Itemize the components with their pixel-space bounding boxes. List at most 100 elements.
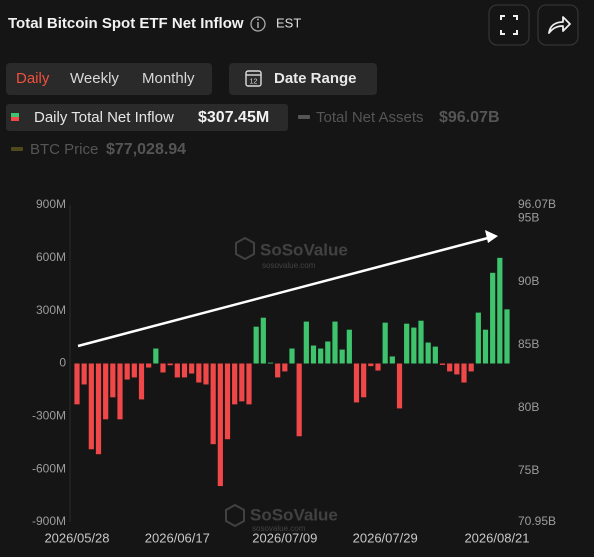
bar — [217, 363, 223, 487]
timezone[interactable]: EST — [276, 15, 301, 30]
bar — [95, 363, 102, 455]
bar — [382, 322, 388, 364]
bar — [461, 363, 467, 383]
bar — [124, 363, 130, 380]
tab[interactable]: Monthly — [142, 70, 195, 87]
y-tick-label: 600M — [36, 250, 66, 264]
bar — [325, 341, 331, 364]
bar — [81, 363, 87, 385]
bar — [368, 363, 374, 367]
bar — [361, 363, 367, 398]
legend-value: $307.45M — [198, 109, 269, 126]
bar — [260, 317, 266, 364]
tab-active[interactable]: Daily — [16, 70, 50, 87]
bar — [418, 320, 424, 364]
bar — [475, 312, 481, 364]
bar — [346, 329, 352, 364]
calendar-day: 12 — [250, 78, 258, 85]
watermark-url: sosovalue.com — [252, 524, 306, 533]
bar — [138, 363, 145, 400]
bar — [153, 348, 159, 364]
bar — [303, 321, 309, 364]
legend-label[interactable]: BTC Price — [30, 141, 98, 158]
tab-group — [6, 63, 212, 95]
bar — [296, 363, 302, 437]
bar — [246, 363, 252, 405]
bar — [425, 342, 431, 364]
bar — [210, 363, 216, 445]
y2-tick-label: 75B — [518, 463, 539, 477]
bar — [253, 326, 259, 364]
bar — [167, 363, 173, 366]
y2-tick-label: 70.95B — [518, 514, 556, 528]
legend-value: $96.07B — [439, 109, 500, 126]
y-tick-label: -600M — [32, 461, 66, 475]
bar — [490, 272, 496, 364]
y-tick-label: 900M — [36, 197, 66, 211]
bar — [267, 362, 274, 364]
y2-tick-label: 95B — [518, 211, 539, 225]
date-range-button[interactable]: 12 Date Range — [229, 63, 377, 95]
bar — [196, 363, 202, 383]
fullscreen-button[interactable] — [488, 4, 530, 46]
bar — [332, 321, 338, 364]
bar — [353, 363, 360, 403]
y-tick-label: 300M — [36, 303, 66, 317]
bar — [468, 363, 474, 372]
legend-swatch — [11, 117, 19, 121]
y2-tick-label: 85B — [518, 337, 539, 351]
bar — [282, 363, 288, 372]
bar — [439, 363, 446, 365]
bar — [447, 363, 453, 372]
bar — [389, 356, 395, 364]
share-button[interactable] — [537, 4, 579, 46]
legend-swatch — [11, 113, 19, 117]
bar — [189, 363, 195, 374]
bar — [110, 363, 116, 398]
bar — [74, 363, 80, 405]
bar — [239, 363, 245, 402]
y2-tick-label: 96.07B — [518, 197, 556, 211]
bar — [482, 329, 489, 364]
bar — [117, 363, 123, 420]
title: Total Bitcoin Spot ETF Net Inflow — [8, 15, 244, 32]
bar — [339, 349, 345, 364]
bar — [181, 363, 188, 378]
x-tick-label: 2026/05/28 — [44, 530, 109, 545]
legend-label[interactable]: Total Net Assets — [316, 109, 424, 126]
bar — [203, 363, 209, 385]
bar — [318, 348, 324, 364]
y-tick-label: 0 — [59, 356, 66, 370]
bar — [289, 348, 295, 364]
bar — [232, 363, 238, 405]
x-tick-label: 2026/08/21 — [464, 530, 529, 545]
bar — [396, 363, 403, 409]
x-tick-label: 2026/07/09 — [252, 530, 317, 545]
legend-label[interactable]: Daily Total Net Inflow — [34, 109, 174, 126]
watermark: SoSoValue sosovalue.com SoSoValue sosova… — [225, 236, 348, 533]
legend-swatch — [11, 147, 23, 151]
watermark-text: SoSoValue — [250, 505, 338, 524]
bar — [404, 323, 410, 364]
tab[interactable]: Weekly — [70, 70, 119, 87]
watermark-text: SoSoValue — [260, 240, 348, 259]
bar — [497, 257, 503, 364]
bar — [411, 327, 417, 364]
bar — [131, 363, 137, 378]
bar — [88, 363, 94, 450]
bar — [160, 363, 166, 373]
info-icon[interactable] — [250, 16, 266, 32]
bar — [310, 345, 317, 364]
x-tick-label: 2026/07/29 — [353, 530, 418, 545]
bar — [224, 363, 231, 440]
y-tick-label: -900M — [32, 514, 66, 528]
trend-arrow — [77, 230, 498, 348]
date-range-label[interactable]: Date Range — [274, 70, 357, 87]
bar — [146, 363, 152, 368]
watermark-url: sosovalue.com — [262, 261, 316, 270]
bar — [174, 363, 180, 378]
x-tick-label: 2026/06/17 — [145, 530, 210, 545]
